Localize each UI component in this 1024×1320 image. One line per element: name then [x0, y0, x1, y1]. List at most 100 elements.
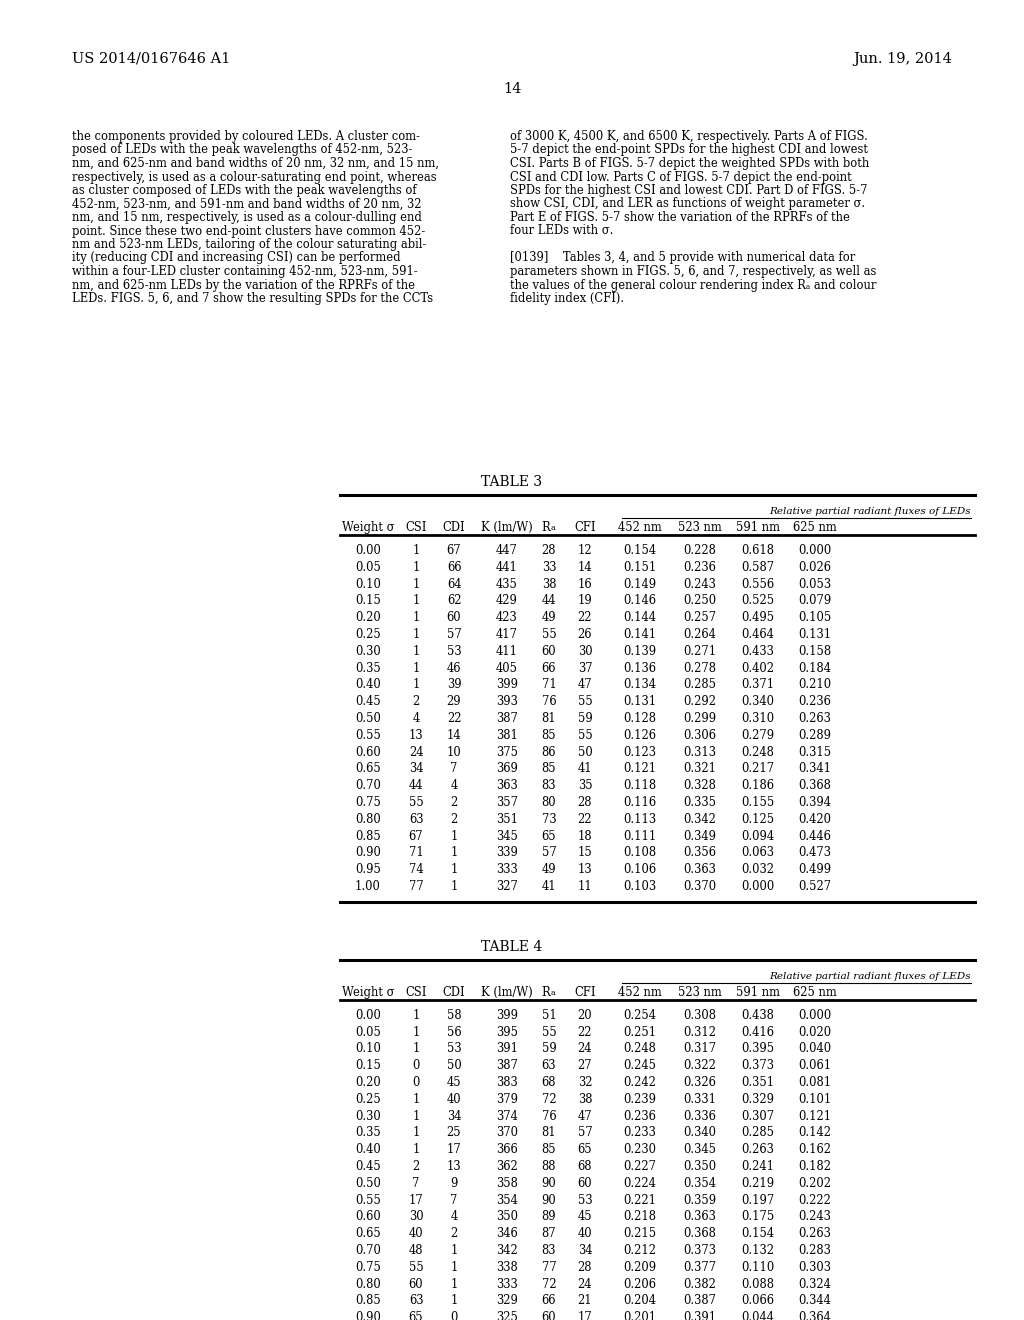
Text: 0.321: 0.321 [683, 763, 717, 775]
Text: 1: 1 [451, 846, 458, 859]
Text: 60: 60 [446, 611, 462, 624]
Text: 77: 77 [542, 1261, 556, 1274]
Text: 0.106: 0.106 [624, 863, 656, 876]
Text: 0.206: 0.206 [624, 1278, 656, 1291]
Text: 0.331: 0.331 [683, 1093, 717, 1106]
Text: 0.285: 0.285 [683, 678, 717, 692]
Text: 63: 63 [409, 813, 423, 826]
Text: 38: 38 [578, 1093, 592, 1106]
Text: 67: 67 [409, 829, 423, 842]
Text: 0.45: 0.45 [355, 1160, 381, 1173]
Text: 0.299: 0.299 [683, 711, 717, 725]
Text: 55: 55 [409, 796, 423, 809]
Text: 0.363: 0.363 [684, 1210, 717, 1224]
Text: 46: 46 [446, 661, 461, 675]
Text: 0.134: 0.134 [624, 678, 656, 692]
Text: 47: 47 [578, 678, 592, 692]
Text: 0.241: 0.241 [741, 1160, 774, 1173]
Text: 5-7 depict the end-point SPDs for the highest CDI and lowest: 5-7 depict the end-point SPDs for the hi… [510, 144, 868, 157]
Text: 0.373: 0.373 [683, 1243, 717, 1257]
Text: 1: 1 [413, 561, 420, 574]
Text: 22: 22 [578, 611, 592, 624]
Text: 0.263: 0.263 [799, 1228, 831, 1241]
Text: 1: 1 [451, 829, 458, 842]
Text: 0.371: 0.371 [741, 678, 774, 692]
Text: 0.101: 0.101 [799, 1093, 831, 1106]
Text: 0.499: 0.499 [799, 863, 831, 876]
Text: 0.108: 0.108 [624, 846, 656, 859]
Text: 7: 7 [451, 1193, 458, 1206]
Text: 59: 59 [578, 711, 592, 725]
Text: 1: 1 [413, 611, 420, 624]
Text: 2: 2 [451, 1228, 458, 1241]
Text: 0.210: 0.210 [799, 678, 831, 692]
Text: 0.257: 0.257 [683, 611, 717, 624]
Text: 625 nm: 625 nm [794, 986, 837, 999]
Text: 13: 13 [409, 729, 423, 742]
Text: 0.402: 0.402 [741, 661, 774, 675]
Text: show CSI, CDI, and LER as functions of weight parameter σ.: show CSI, CDI, and LER as functions of w… [510, 198, 865, 210]
Text: 0.151: 0.151 [624, 561, 656, 574]
Text: 44: 44 [409, 779, 423, 792]
Text: 0.75: 0.75 [355, 796, 381, 809]
Text: 366: 366 [496, 1143, 518, 1156]
Text: 0.128: 0.128 [624, 711, 656, 725]
Text: 0.370: 0.370 [683, 880, 717, 894]
Text: 4: 4 [451, 779, 458, 792]
Text: 0.278: 0.278 [683, 661, 717, 675]
Text: 0.473: 0.473 [799, 846, 831, 859]
Text: 11: 11 [578, 880, 592, 894]
Text: 20: 20 [578, 1008, 592, 1022]
Text: 0.285: 0.285 [741, 1126, 774, 1139]
Text: 0.053: 0.053 [799, 578, 831, 590]
Text: 13: 13 [446, 1160, 462, 1173]
Text: of 3000 K, 4500 K, and 6500 K, respectively. Parts A of FIGS.: of 3000 K, 4500 K, and 6500 K, respectiv… [510, 129, 868, 143]
Text: 0.40: 0.40 [355, 1143, 381, 1156]
Text: Weight σ: Weight σ [342, 521, 394, 535]
Text: 81: 81 [542, 711, 556, 725]
Text: 0.182: 0.182 [799, 1160, 831, 1173]
Text: 0.184: 0.184 [799, 661, 831, 675]
Text: 0.391: 0.391 [683, 1311, 717, 1320]
Text: 0.65: 0.65 [355, 763, 381, 775]
Text: 0.209: 0.209 [624, 1261, 656, 1274]
Text: 0.336: 0.336 [684, 1110, 717, 1122]
Text: a: a [551, 989, 555, 997]
Text: 0.251: 0.251 [624, 1026, 656, 1039]
Text: 0.00: 0.00 [355, 1008, 381, 1022]
Text: 17: 17 [446, 1143, 462, 1156]
Text: 0.162: 0.162 [799, 1143, 831, 1156]
Text: 83: 83 [542, 779, 556, 792]
Text: 21: 21 [578, 1295, 592, 1307]
Text: 0.25: 0.25 [355, 1093, 381, 1106]
Text: 66: 66 [542, 1295, 556, 1307]
Text: 369: 369 [496, 763, 518, 775]
Text: 0.363: 0.363 [684, 863, 717, 876]
Text: 339: 339 [496, 846, 518, 859]
Text: 85: 85 [542, 1143, 556, 1156]
Text: 0.271: 0.271 [683, 644, 717, 657]
Text: 0.228: 0.228 [684, 544, 717, 557]
Text: 66: 66 [542, 661, 556, 675]
Text: 523 nm: 523 nm [678, 521, 722, 535]
Text: 53: 53 [446, 644, 462, 657]
Text: 2: 2 [413, 696, 420, 709]
Text: 0.000: 0.000 [799, 544, 831, 557]
Text: 0.283: 0.283 [799, 1243, 831, 1257]
Text: 0.433: 0.433 [741, 644, 774, 657]
Text: 0.10: 0.10 [355, 578, 381, 590]
Text: 0.395: 0.395 [741, 1043, 774, 1056]
Text: 0.438: 0.438 [741, 1008, 774, 1022]
Text: 53: 53 [578, 1193, 592, 1206]
Text: 60: 60 [409, 1278, 423, 1291]
Text: 0: 0 [413, 1059, 420, 1072]
Text: [0139]    Tables 3, 4, and 5 provide with numerical data for: [0139] Tables 3, 4, and 5 provide with n… [510, 252, 855, 264]
Text: 0.328: 0.328 [684, 779, 717, 792]
Text: 59: 59 [542, 1043, 556, 1056]
Text: 1: 1 [451, 1278, 458, 1291]
Text: respectively, is used as a colour-saturating end point, whereas: respectively, is used as a colour-satura… [72, 170, 436, 183]
Text: 0.65: 0.65 [355, 1228, 381, 1241]
Text: 72: 72 [542, 1278, 556, 1291]
Text: 0.75: 0.75 [355, 1261, 381, 1274]
Text: 49: 49 [542, 611, 556, 624]
